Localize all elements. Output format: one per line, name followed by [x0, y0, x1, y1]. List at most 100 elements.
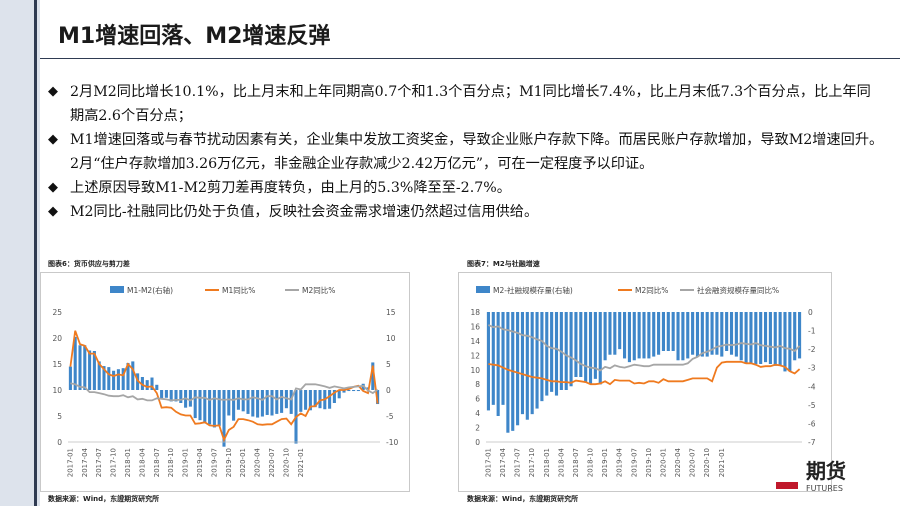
x-tick-label: 2019-04 — [616, 447, 624, 477]
y-right-tick-label: -4 — [808, 382, 816, 391]
bar — [657, 312, 661, 355]
bar — [352, 390, 356, 392]
legend-label: M2同比% — [302, 285, 335, 295]
x-tick-label: 2019-07 — [210, 448, 218, 477]
bar — [768, 312, 772, 364]
chart-money-supply: M1-M2(右轴) M1同比% M2同比% 0 5 10 15 20 25 -10 -5 0 5 10 15… — [40, 272, 410, 492]
x-tick-label: 2018-10 — [167, 448, 175, 477]
bullet-text: M2同比-社融同比仍处于负值，反映社会资金需求增速仍然超过信用供给。 — [70, 204, 539, 220]
bar — [270, 390, 274, 416]
series-line — [69, 330, 379, 443]
bar — [598, 312, 602, 385]
bar — [328, 390, 332, 409]
bar — [540, 312, 544, 402]
bar — [613, 312, 617, 355]
bullet-item: ◆ M1增速回落或与春节扰动因素有关，企业集中发放工资奖金，导致企业账户存款下降。… — [48, 128, 884, 176]
x-tick-label: 2019-04 — [196, 447, 204, 477]
x-tick-label: 2019-10 — [645, 448, 653, 477]
y-left-tick-label: 10 — [52, 386, 62, 395]
bar — [603, 312, 607, 361]
chart1-source: 数据来源：Wind，东證期货研究所 — [48, 495, 160, 503]
bar — [246, 390, 250, 414]
bar — [280, 390, 284, 413]
bar — [150, 377, 154, 390]
x-tick-label: 2017-04 — [499, 447, 507, 477]
chart-frame — [458, 272, 832, 492]
y-right-tick-label: -7 — [808, 438, 816, 447]
bar — [155, 384, 159, 390]
x-tick-label: 2020-10 — [703, 448, 711, 477]
bar — [92, 351, 96, 390]
x-tick-label: 2018-01 — [543, 448, 551, 477]
bar — [661, 312, 666, 351]
bar — [710, 312, 714, 355]
legend-label: M1同比% — [222, 285, 255, 295]
chart2-source: 数据来源：Wind，东證期货研究所 — [467, 495, 579, 503]
bar — [550, 312, 554, 392]
chart-m2-tsf: M2-社融规模存量(右轴) M2同比% 社会融资规模存量同比% 0 2 4 6 8 10 12 14… — [458, 272, 832, 492]
bar — [308, 390, 312, 411]
bar — [720, 312, 724, 357]
bar — [759, 312, 763, 364]
x-tick-label: 2017-07 — [95, 448, 103, 477]
bar — [304, 390, 308, 410]
bar — [520, 312, 525, 415]
y-left-tick-label: 6 — [475, 395, 480, 404]
side-accent-line — [34, 0, 37, 506]
bar — [564, 312, 568, 390]
y-right-tick-label: -2 — [808, 345, 816, 354]
x-tick-label: 2018-07 — [153, 448, 161, 477]
bar — [174, 390, 178, 402]
bar — [744, 312, 748, 364]
bar — [729, 312, 734, 355]
bar — [342, 390, 346, 393]
x-tick-label: 2019-01 — [601, 448, 609, 477]
bar — [496, 312, 500, 416]
company-logo: 期货 FUTURES — [772, 454, 882, 504]
x-tick-label: 2017-10 — [528, 448, 536, 477]
bar — [236, 390, 240, 410]
x-tick-label: 2018-10 — [587, 448, 595, 477]
diamond-bullet-icon: ◆ — [48, 204, 58, 219]
bar — [131, 361, 135, 390]
y-right-tick-label: -6 — [808, 419, 816, 428]
bar — [299, 390, 303, 412]
y-left-tick-label: 8 — [475, 380, 480, 389]
diamond-bullet-icon: ◆ — [48, 132, 58, 147]
x-tick-label: 2019-01 — [182, 448, 190, 477]
bar — [681, 312, 685, 361]
y-left-tick-label: 15 — [52, 360, 62, 369]
y-left-tick-label: 12 — [470, 351, 480, 360]
bar — [491, 312, 495, 405]
x-tick-label: 2020-04 — [254, 447, 262, 477]
x-tick-label: 2018-04 — [138, 447, 146, 477]
x-tick-label: 2018-07 — [572, 448, 580, 477]
bar — [569, 312, 573, 387]
legend-label: M1-M2(右轴) — [127, 285, 173, 295]
y-right-tick-label: -10 — [386, 438, 398, 447]
bar — [275, 390, 279, 414]
bar — [676, 312, 680, 361]
bar — [584, 312, 588, 383]
bar — [705, 312, 709, 357]
bar — [78, 345, 82, 390]
y-left-tick-label: 18 — [470, 308, 480, 317]
bar — [208, 390, 212, 425]
x-tick-label: 2017-07 — [514, 448, 522, 477]
bar — [145, 380, 149, 390]
bar — [763, 312, 768, 363]
bar — [217, 390, 221, 426]
legend-label: M2同比% — [635, 285, 668, 295]
x-tick-label: 2020-07 — [268, 448, 276, 477]
bullet-text: 2月M2同比增长10.1%，比上月末和上年同期高0.7个和1.3个百分点；M1同… — [70, 84, 871, 124]
x-tick-label: 2017-04 — [81, 447, 89, 477]
chart2-caption: 图表7：M2与社融增速 — [467, 260, 540, 268]
chart1-caption: 图表6：货币供应与剪刀差 — [48, 260, 130, 268]
bar — [593, 312, 597, 379]
bar — [256, 390, 260, 418]
bar — [121, 368, 125, 390]
bar — [739, 312, 743, 361]
bar — [112, 370, 116, 390]
diamond-bullet-icon: ◆ — [48, 84, 58, 99]
bar — [337, 390, 341, 399]
